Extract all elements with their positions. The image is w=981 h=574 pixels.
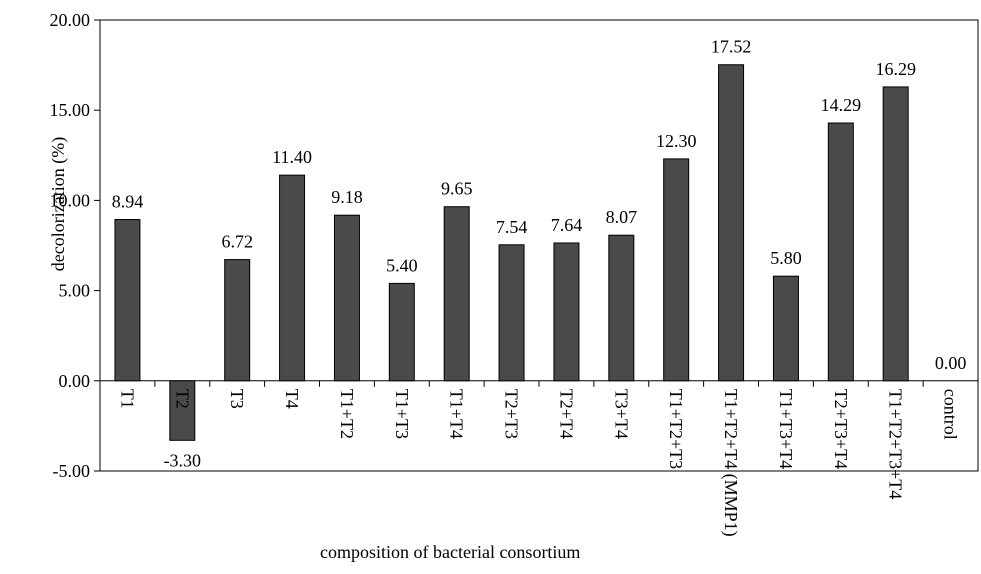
bar	[333, 214, 360, 382]
bar	[224, 259, 251, 382]
data-label: 14.29	[821, 95, 862, 115]
data-label: 6.72	[221, 232, 253, 252]
x-tick-label: control	[941, 389, 961, 440]
y-tick-label: 20.00	[50, 10, 91, 30]
x-tick-label: T2+T3+T4	[831, 389, 851, 469]
x-tick-label: T2+T3	[502, 389, 522, 439]
data-label: 11.40	[272, 147, 312, 167]
y-tick-label: -5.00	[53, 461, 91, 481]
data-label: 9.65	[441, 179, 473, 199]
bar	[827, 122, 854, 382]
bar	[553, 242, 580, 382]
bar	[443, 206, 470, 382]
x-tick-label: T2	[172, 389, 192, 409]
data-label: 5.40	[386, 255, 418, 275]
data-label: 12.30	[656, 131, 697, 151]
bar	[169, 380, 196, 441]
data-label: 8.94	[112, 192, 144, 212]
y-tick-label: 5.00	[59, 281, 91, 301]
bar	[388, 282, 415, 382]
bar	[882, 86, 909, 382]
data-label: 5.80	[770, 248, 802, 268]
x-tick-label: T1+T4	[447, 389, 467, 439]
bar	[718, 64, 745, 382]
y-tick-label: 10.00	[50, 190, 91, 210]
data-label: 17.52	[711, 37, 752, 57]
x-tick-label: T1	[117, 389, 137, 409]
data-label: 9.18	[331, 187, 363, 207]
y-tick-label: 15.00	[50, 100, 91, 120]
x-tick-label: T1+T2	[337, 389, 357, 439]
x-tick-label: T1+T3+T4	[776, 389, 796, 469]
bar	[663, 158, 690, 382]
x-tick-label: T1+T2+T3	[666, 389, 686, 469]
data-label: 16.29	[875, 59, 916, 79]
bar	[772, 275, 799, 382]
plot-area-border	[99, 19, 979, 472]
x-tick-label: T3+T4	[611, 389, 631, 439]
x-tick-label: T1+T3	[392, 389, 412, 439]
x-tick-label: T1+T2+T3+T4	[886, 389, 906, 499]
data-label: 7.54	[496, 217, 528, 237]
x-tick-label: T1+T2+T4 (MMP1)	[720, 389, 741, 537]
y-axis-label: decolorization (%)	[48, 136, 68, 272]
bar	[498, 244, 525, 382]
data-label: -3.30	[164, 450, 202, 470]
data-label: 8.07	[606, 207, 638, 227]
x-tick-label: T4	[282, 389, 302, 409]
data-label: 0.00	[935, 353, 967, 373]
x-tick-label: T2+T4	[556, 389, 576, 439]
bar	[114, 219, 141, 382]
y-tick-label: 0.00	[59, 371, 91, 391]
x-tick-label: T3	[227, 389, 247, 409]
bar	[279, 174, 306, 382]
x-axis-label: composition of bacterial consortium	[320, 542, 581, 562]
data-label: 7.64	[551, 215, 583, 235]
bar	[608, 234, 635, 382]
